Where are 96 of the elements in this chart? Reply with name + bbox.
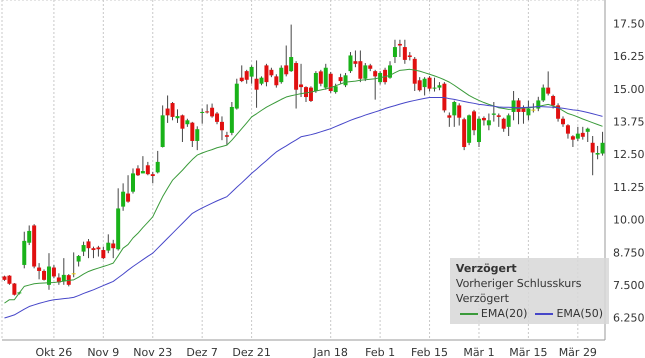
candlestick — [279, 64, 284, 84]
candlestick — [551, 94, 556, 110]
candlestick — [344, 72, 348, 88]
candlestick — [136, 164, 140, 177]
x-tick-label: Feb 15 — [411, 346, 448, 358]
x-tick-label: Dez 21 — [232, 346, 271, 358]
legend-title: Verzögert — [456, 261, 518, 276]
candlestick — [338, 73, 343, 84]
candlestick — [502, 117, 506, 132]
candlestick — [428, 76, 432, 92]
x-tick-label: Jan 18 — [312, 346, 348, 358]
candlestick — [576, 126, 580, 142]
candlestick — [101, 246, 106, 260]
candlestick — [546, 70, 550, 96]
candlestick — [146, 161, 150, 176]
candlestick — [392, 39, 397, 64]
candlestick — [106, 234, 110, 254]
x-tick-label: Dez 7 — [186, 346, 218, 358]
x-tick-label: Nov 23 — [133, 346, 172, 358]
legend-label: EMA(20) — [480, 306, 528, 321]
candlestick — [561, 116, 566, 128]
y-tick-label: 7.500 — [613, 278, 644, 292]
x-tick-label: Feb 1 — [365, 346, 396, 358]
candlestick — [586, 127, 590, 143]
candlestick — [250, 64, 254, 84]
candlestick — [140, 156, 145, 174]
candlestick — [328, 71, 333, 94]
x-tick-label: Nov 9 — [87, 346, 120, 358]
annotation: Verzögert — [456, 291, 510, 306]
candlestick — [526, 100, 530, 121]
candlestick — [398, 39, 402, 58]
candlestick — [37, 262, 42, 280]
candlestick — [452, 100, 456, 128]
y-tick-label: 10.00 — [613, 214, 644, 227]
candlestick — [541, 84, 546, 102]
candlestick — [566, 124, 570, 140]
candlestick — [42, 268, 46, 282]
candlestick — [324, 63, 328, 90]
candlestick — [476, 116, 481, 148]
y-tick-label: 17.50 — [613, 17, 644, 30]
candlestick — [220, 116, 224, 141]
y-tick-label: 6.250 — [613, 312, 644, 325]
candlestick — [472, 109, 476, 136]
candlestick — [175, 108, 180, 124]
line-series — [4, 97, 604, 319]
candlestick — [52, 264, 56, 279]
candlestick — [284, 45, 288, 77]
candlestick — [363, 62, 368, 82]
y-tick-label: 8.750 — [613, 246, 644, 260]
candlestick — [131, 168, 135, 194]
candlestick — [126, 174, 130, 204]
candlestick — [457, 102, 462, 126]
candlestick — [348, 52, 352, 74]
candlestick — [224, 131, 229, 146]
candlestick — [580, 126, 585, 140]
candlestick — [150, 171, 155, 184]
annotation: Vorheriger Schlusskurs — [456, 276, 582, 291]
y-tick-label: 11.25 — [613, 180, 644, 194]
candlestick — [180, 114, 184, 143]
candlestick — [422, 76, 427, 96]
candlestick — [46, 252, 51, 290]
candlestick — [72, 252, 76, 278]
y-tick-label: 12.50 — [613, 148, 644, 162]
candlestick — [190, 121, 194, 148]
candlestick — [66, 274, 71, 287]
candlestick — [200, 108, 204, 124]
candlestick — [531, 102, 536, 113]
x-tick-label: Okt 26 — [35, 346, 72, 358]
candlestick — [121, 182, 126, 212]
candlestick — [195, 126, 200, 151]
candlestick — [492, 102, 496, 122]
candlestick — [482, 116, 486, 126]
x-tick-label: Mär 29 — [558, 346, 597, 358]
y-tick-label: 13.75 — [613, 116, 644, 129]
legend-label: EMA(50) — [556, 306, 603, 321]
candlestick — [289, 24, 294, 72]
y-tick-label: 15.00 — [613, 82, 644, 96]
candlestick — [254, 60, 259, 108]
y-tick-label: 16.25 — [613, 50, 644, 64]
candlestick — [111, 239, 116, 259]
x-tick-label: Mär 15 — [509, 346, 548, 358]
candlestick — [334, 83, 338, 94]
candlestick — [314, 70, 318, 94]
candlestick — [506, 113, 511, 136]
candlestick — [432, 77, 436, 92]
candlestick — [76, 254, 81, 268]
candlestick — [373, 69, 378, 100]
candlestick — [86, 238, 91, 259]
candlestick — [496, 113, 501, 128]
candlestick — [82, 241, 86, 257]
candlestick — [318, 69, 323, 87]
candlestick — [274, 74, 278, 88]
candlestick — [590, 136, 595, 176]
x-tick-label: Mär 1 — [463, 346, 495, 358]
candlestick — [486, 113, 491, 131]
candlestick — [156, 150, 160, 174]
